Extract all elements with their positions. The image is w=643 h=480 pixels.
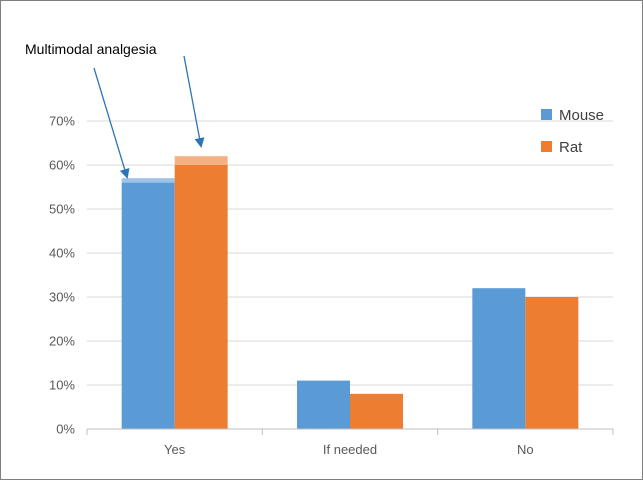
bar-mouse-if-needed <box>297 380 350 429</box>
y-tick-label: 70% <box>49 114 75 129</box>
bar-extra-rat <box>174 156 228 165</box>
bar-mouse-no <box>472 288 526 429</box>
legend-label-rat: Rat <box>559 139 583 156</box>
x-tick-label: If needed <box>323 442 377 457</box>
y-tick-label: 50% <box>49 202 75 217</box>
y-tick-label: 10% <box>49 378 75 393</box>
annotation-arrow-rat <box>183 55 205 148</box>
y-tick-label: 30% <box>49 290 75 305</box>
y-tick-label: 0% <box>56 422 75 437</box>
x-tick-label: No <box>517 442 534 457</box>
y-tick-label: 20% <box>49 334 75 349</box>
x-tick-label: Yes <box>164 442 186 457</box>
y-tick-label: 40% <box>49 246 75 261</box>
annotation-label: Multimodal analgesia <box>25 41 157 57</box>
y-tick-label: 60% <box>49 158 75 173</box>
bar-rat-no <box>525 297 579 429</box>
legend-swatch-rat <box>541 141 552 152</box>
bar-rat-if-needed <box>350 393 403 429</box>
legend-label-mouse: Mouse <box>559 107 604 124</box>
bar-rat-yes <box>174 165 228 429</box>
bar-extra-mouse <box>121 178 175 183</box>
annotation-arrow-mouse <box>93 67 130 179</box>
legend-swatch-mouse <box>541 109 552 120</box>
bar-mouse-yes <box>121 182 175 429</box>
